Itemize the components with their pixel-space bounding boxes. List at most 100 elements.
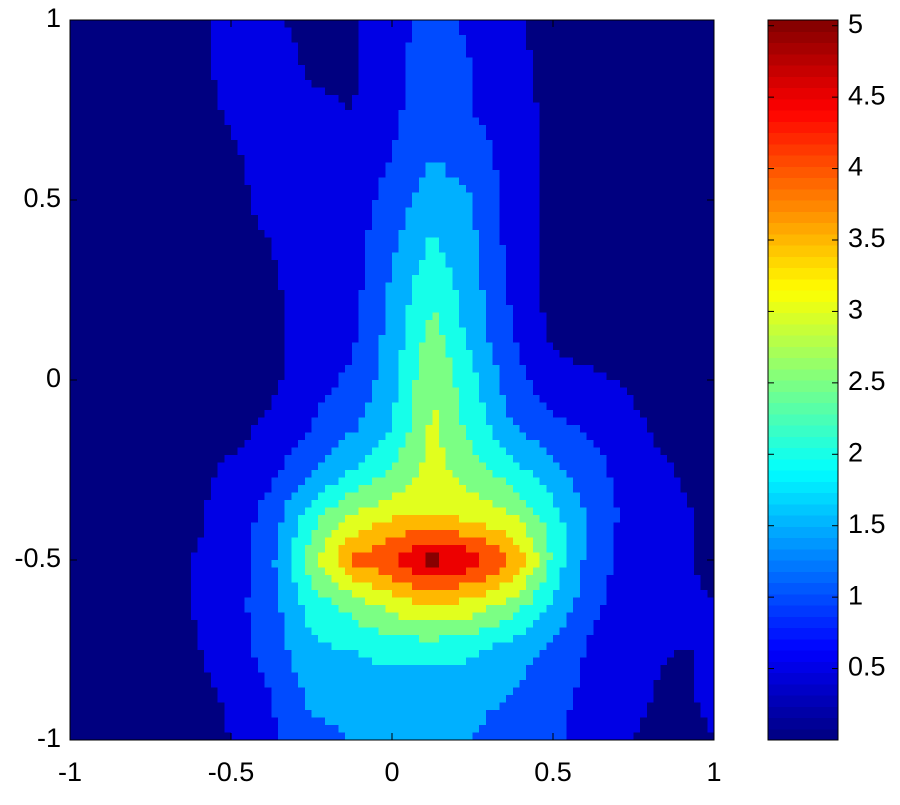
contour-cell — [90, 35, 98, 44]
contour-cell — [693, 357, 702, 366]
contour-cell — [385, 372, 393, 381]
contour-cell — [519, 252, 527, 261]
contour-cell — [573, 125, 581, 134]
contour-cell — [512, 140, 521, 149]
contour-cell — [532, 170, 541, 179]
contour-cell — [351, 177, 360, 186]
contour-cell — [358, 140, 366, 149]
contour-cell — [318, 290, 326, 299]
contour-cell — [204, 380, 212, 389]
contour-cell — [257, 65, 266, 74]
contour-cell — [371, 365, 380, 374]
contour-cell — [566, 342, 574, 351]
contour-cell — [492, 297, 500, 306]
contour-cell — [626, 230, 635, 239]
contour-cell — [304, 222, 313, 231]
contour-cell — [130, 72, 138, 81]
contour-cell — [646, 117, 655, 126]
contour-cell — [351, 65, 360, 74]
contour-cell — [358, 110, 366, 119]
contour-cell — [667, 245, 675, 254]
contour-cell — [184, 35, 192, 44]
contour-cell — [626, 117, 635, 126]
contour-cell — [210, 267, 219, 276]
contour-cell — [76, 312, 85, 321]
contour-cell — [613, 80, 621, 89]
contour-cell — [90, 350, 98, 359]
contour-cell — [432, 132, 440, 141]
contour-cell — [633, 42, 641, 51]
contour-cell — [398, 312, 407, 321]
contour-cell — [700, 252, 708, 261]
contour-cell — [170, 117, 178, 126]
contour-cell — [103, 275, 111, 284]
contour-cell — [398, 410, 407, 419]
contour-cell — [385, 380, 393, 389]
contour-cell — [130, 35, 138, 44]
contour-cell — [130, 365, 138, 374]
contour-cell — [318, 312, 326, 321]
contour-cell — [667, 312, 675, 321]
contour-cell — [137, 320, 145, 329]
contour-cell — [465, 87, 474, 96]
contour-cell — [418, 230, 427, 239]
contour-cell — [512, 102, 521, 111]
contour-cell — [251, 267, 259, 276]
contour-cell — [512, 297, 521, 306]
contour-cell — [553, 267, 561, 276]
contour-cell — [465, 297, 474, 306]
contour-cell — [210, 380, 219, 389]
contour-cell — [687, 192, 695, 201]
contour-cell — [405, 207, 413, 216]
contour-cell — [506, 252, 514, 261]
contour-cell — [70, 365, 78, 374]
contour-cell — [566, 95, 574, 104]
contour-cell — [586, 327, 594, 336]
contour-cell — [96, 102, 105, 111]
contour-cell — [76, 245, 85, 254]
contour-cell — [358, 417, 366, 426]
contour-cell — [626, 297, 635, 306]
contour-cell — [472, 20, 480, 29]
contour-cell — [553, 237, 561, 246]
contour-cell — [459, 417, 467, 426]
contour-cell — [150, 245, 158, 254]
contour-cell — [586, 42, 594, 51]
contour-cell — [291, 312, 299, 321]
contour-cell — [271, 290, 279, 299]
contour-cell — [499, 387, 507, 396]
contour-cell — [613, 95, 621, 104]
contour-cell — [277, 95, 286, 104]
contour-cell — [445, 395, 453, 404]
contour-cell — [512, 155, 521, 164]
contour-cell — [613, 72, 621, 81]
contour-cell — [70, 410, 78, 419]
contour-cell — [143, 297, 152, 306]
contour-cell — [566, 312, 574, 321]
contour-cell — [680, 282, 688, 291]
contour-cell — [606, 65, 614, 74]
contour-cell — [626, 260, 635, 269]
contour-cell — [143, 222, 152, 231]
contour-cell — [177, 290, 185, 299]
contour-cell — [378, 192, 386, 201]
contour-cell — [96, 290, 105, 299]
contour-cell — [90, 155, 98, 164]
contour-cell — [432, 297, 440, 306]
contour-cell — [150, 87, 158, 96]
contour-cell — [613, 312, 621, 321]
contour-cell — [586, 350, 594, 359]
contour-cell — [324, 305, 333, 314]
contour-cell — [76, 200, 85, 209]
contour-cell — [217, 20, 225, 29]
contour-cell — [485, 177, 494, 186]
contour-cell — [304, 260, 313, 269]
contour-cell — [539, 20, 547, 29]
contour-cell — [204, 410, 212, 419]
contour-cell — [96, 320, 105, 329]
contour-cell — [418, 365, 427, 374]
contour-cell — [499, 267, 507, 276]
contour-cell — [318, 50, 326, 59]
contour-cell — [459, 72, 467, 81]
contour-cell — [438, 162, 447, 171]
